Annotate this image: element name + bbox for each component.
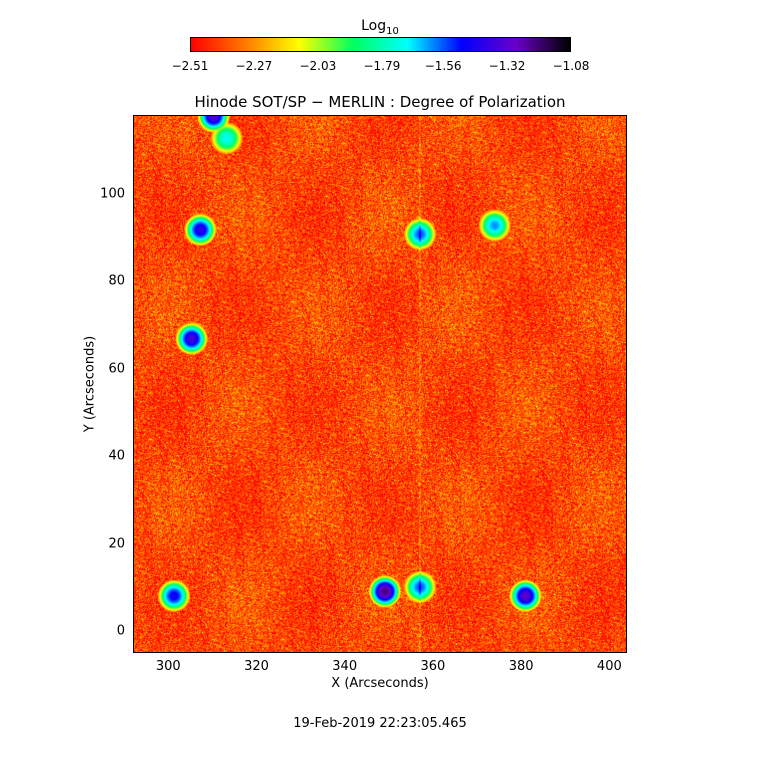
colorbar-tick-label: −1.08 (552, 59, 590, 73)
x-tick-label: 380 (508, 659, 534, 674)
y-tick-label: 100 (100, 186, 125, 202)
colorbar-tick-label: −2.27 (235, 59, 273, 73)
x-tick-label: 360 (420, 659, 446, 674)
y-axis-label: Y (Arcseconds) (82, 335, 98, 433)
x-axis-label: X (Arcseconds) (331, 676, 429, 691)
colorbar-tick-label: −2.03 (299, 59, 337, 73)
polarization-map (133, 115, 627, 653)
y-tick-label: 80 (108, 273, 125, 289)
y-tick-label: 0 (116, 623, 125, 639)
colorbar-tick-label: −2.51 (171, 59, 209, 73)
x-tick-label: 320 (244, 659, 269, 674)
y-tick-label: 60 (108, 361, 125, 377)
chart-title: Hinode SOT/SP − MERLIN : Degree of Polar… (194, 93, 566, 111)
y-tick-label: 20 (108, 536, 125, 552)
colorbar-title: Log10 (361, 18, 399, 37)
x-tick-label: 400 (596, 659, 622, 674)
colorbar-tick-label: −1.56 (424, 59, 462, 73)
x-tick-label: 300 (155, 659, 181, 674)
colorbar-tick-label: −1.79 (363, 59, 401, 73)
timestamp: 19-Feb-2019 22:23:05.465 (293, 716, 467, 731)
x-tick-label: 340 (332, 659, 358, 674)
colorbar (190, 37, 571, 52)
colorbar-tick-label: −1.32 (488, 59, 526, 73)
y-tick-label: 40 (108, 448, 125, 464)
